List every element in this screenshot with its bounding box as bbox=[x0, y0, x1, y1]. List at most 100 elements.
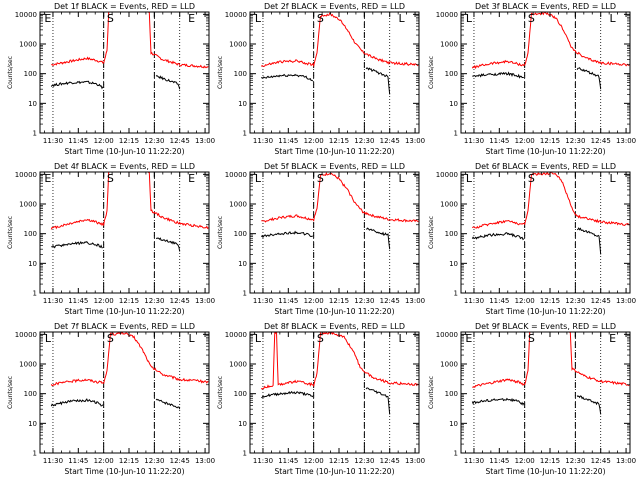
y-tick-label: 10 bbox=[238, 260, 247, 268]
panel-det-2: Det 2f BLACK = Events, RED = LLD Counts/s… bbox=[217, 2, 425, 156]
lld-series-line bbox=[471, 12, 630, 70]
lld-series-line bbox=[260, 332, 419, 390]
x-tick-label: 12:00 bbox=[94, 457, 114, 465]
x-tick-label: 12:00 bbox=[94, 137, 114, 145]
x-tick-label: 12:45 bbox=[380, 137, 400, 145]
x-tick-label: 13:00 bbox=[405, 137, 425, 145]
x-tick-label: 12:15 bbox=[119, 457, 139, 465]
state-marker-label: E bbox=[609, 332, 616, 345]
x-tick-label: 12:15 bbox=[540, 297, 560, 305]
x-tick-label: 12:15 bbox=[119, 297, 139, 305]
x-axis-label: Start Time (10-Jun-10 11:22:20) bbox=[65, 147, 185, 156]
x-tick-label: 13:00 bbox=[616, 457, 636, 465]
x-tick-label: 13:00 bbox=[616, 137, 636, 145]
plot-frame bbox=[39, 331, 210, 454]
x-tick-label: 13:00 bbox=[616, 297, 636, 305]
events-series-line bbox=[50, 398, 181, 410]
y-tick-label: 1000 bbox=[229, 361, 247, 369]
x-axis-label: Start Time (10-Jun-10 11:22:20) bbox=[275, 467, 395, 476]
x-tick-label: 12:45 bbox=[591, 297, 611, 305]
y-tick-label: 100 bbox=[24, 390, 37, 398]
x-tick-label: 12:15 bbox=[540, 457, 560, 465]
y-tick-label: 10000 bbox=[225, 11, 247, 19]
x-tick-label: 12:15 bbox=[329, 297, 349, 305]
plot-frame bbox=[39, 11, 210, 134]
x-tick-label: 11:30 bbox=[464, 137, 484, 145]
x-tick-label: 11:30 bbox=[253, 297, 273, 305]
y-tick-label: 1 bbox=[454, 130, 458, 138]
panel-det-9: Det 9f BLACK = Events, RED = LLD Counts/s… bbox=[428, 322, 636, 476]
y-tick-label: 10000 bbox=[436, 11, 458, 19]
panel-det-5: Det 5f BLACK = Events, RED = LLD Counts/s… bbox=[217, 162, 425, 316]
y-axis-label: Counts/sec bbox=[7, 56, 14, 89]
state-marker-label: L bbox=[255, 12, 262, 25]
x-tick-label: 12:30 bbox=[144, 137, 164, 145]
panel-det-1: Det 1f BLACK = Events, RED = LLD Counts/s… bbox=[7, 2, 215, 156]
x-tick-label: 12:30 bbox=[565, 457, 585, 465]
y-tick-label: 10 bbox=[238, 100, 247, 108]
state-marker-label: S bbox=[528, 12, 535, 25]
x-tick-label: 12:30 bbox=[354, 297, 374, 305]
x-tick-label: 12:45 bbox=[170, 297, 190, 305]
y-tick-label: 100 bbox=[234, 230, 247, 238]
x-tick-label: 11:45 bbox=[489, 137, 509, 145]
x-tick-label: 11:30 bbox=[43, 297, 63, 305]
state-marker-label: E bbox=[465, 332, 472, 345]
x-tick-label: 12:45 bbox=[591, 457, 611, 465]
x-tick-label: 12:15 bbox=[540, 137, 560, 145]
state-marker-label: L bbox=[609, 172, 616, 185]
x-tick-label: 12:00 bbox=[515, 457, 535, 465]
x-tick-label: 12:00 bbox=[515, 137, 535, 145]
x-tick-label: 13:00 bbox=[195, 297, 215, 305]
x-axis-label: Start Time (10-Jun-10 11:22:20) bbox=[486, 147, 606, 156]
state-marker-label: E bbox=[188, 172, 195, 185]
state-marker-label: L bbox=[188, 332, 195, 345]
y-tick-label: 1 bbox=[33, 290, 37, 298]
x-tick-label: 12:00 bbox=[94, 297, 114, 305]
y-tick-label: 1 bbox=[33, 130, 37, 138]
y-tick-label: 10000 bbox=[225, 331, 247, 339]
y-tick-label: 10000 bbox=[15, 11, 37, 19]
y-tick-label: 1000 bbox=[440, 361, 458, 369]
y-tick-label: 10 bbox=[238, 420, 247, 428]
y-axis-label: Counts/sec bbox=[428, 56, 435, 89]
x-tick-label: 12:45 bbox=[380, 457, 400, 465]
state-marker-label: L bbox=[398, 12, 405, 25]
y-tick-label: 100 bbox=[24, 70, 37, 78]
y-tick-label: 100 bbox=[24, 230, 37, 238]
y-tick-label: 1 bbox=[243, 450, 247, 458]
lld-series-line bbox=[472, 172, 630, 229]
state-marker-label: L bbox=[398, 172, 405, 185]
y-tick-label: 100 bbox=[234, 390, 247, 398]
y-axis-label: Counts/sec bbox=[217, 376, 224, 409]
lld-series-line bbox=[51, 12, 209, 69]
events-series-line bbox=[260, 67, 391, 95]
y-tick-label: 1 bbox=[454, 290, 458, 298]
x-tick-label: 11:45 bbox=[68, 457, 88, 465]
x-tick-label: 13:00 bbox=[195, 457, 215, 465]
lld-series-line bbox=[472, 332, 630, 388]
plot-frame bbox=[249, 331, 420, 454]
x-tick-label: 12:30 bbox=[354, 137, 374, 145]
x-tick-label: 12:30 bbox=[565, 137, 585, 145]
y-tick-label: 10000 bbox=[15, 331, 37, 339]
y-tick-label: 10 bbox=[449, 100, 458, 108]
y-axis-label: Counts/sec bbox=[7, 216, 14, 249]
state-marker-label: S bbox=[528, 332, 535, 345]
state-marker-label: S bbox=[317, 172, 324, 185]
panel-title: Det 4f BLACK = Events, RED = LLD bbox=[54, 162, 195, 171]
x-tick-label: 12:15 bbox=[329, 137, 349, 145]
y-tick-label: 1000 bbox=[19, 361, 37, 369]
x-tick-label: 12:00 bbox=[304, 137, 324, 145]
panel-det-8: Det 8f BLACK = Events, RED = LLD Counts/s… bbox=[217, 322, 425, 476]
y-tick-label: 1000 bbox=[440, 201, 458, 209]
plot-frame bbox=[249, 171, 420, 294]
y-tick-label: 100 bbox=[445, 390, 458, 398]
x-tick-label: 12:45 bbox=[591, 137, 611, 145]
panel-title: Det 3f BLACK = Events, RED = LLD bbox=[475, 2, 616, 11]
y-tick-label: 1 bbox=[243, 290, 247, 298]
x-axis-label: Start Time (10-Jun-10 11:22:20) bbox=[65, 467, 185, 476]
y-tick-label: 1 bbox=[454, 450, 458, 458]
x-tick-label: 12:15 bbox=[329, 457, 349, 465]
panel-title: Det 2f BLACK = Events, RED = LLD bbox=[264, 2, 405, 11]
